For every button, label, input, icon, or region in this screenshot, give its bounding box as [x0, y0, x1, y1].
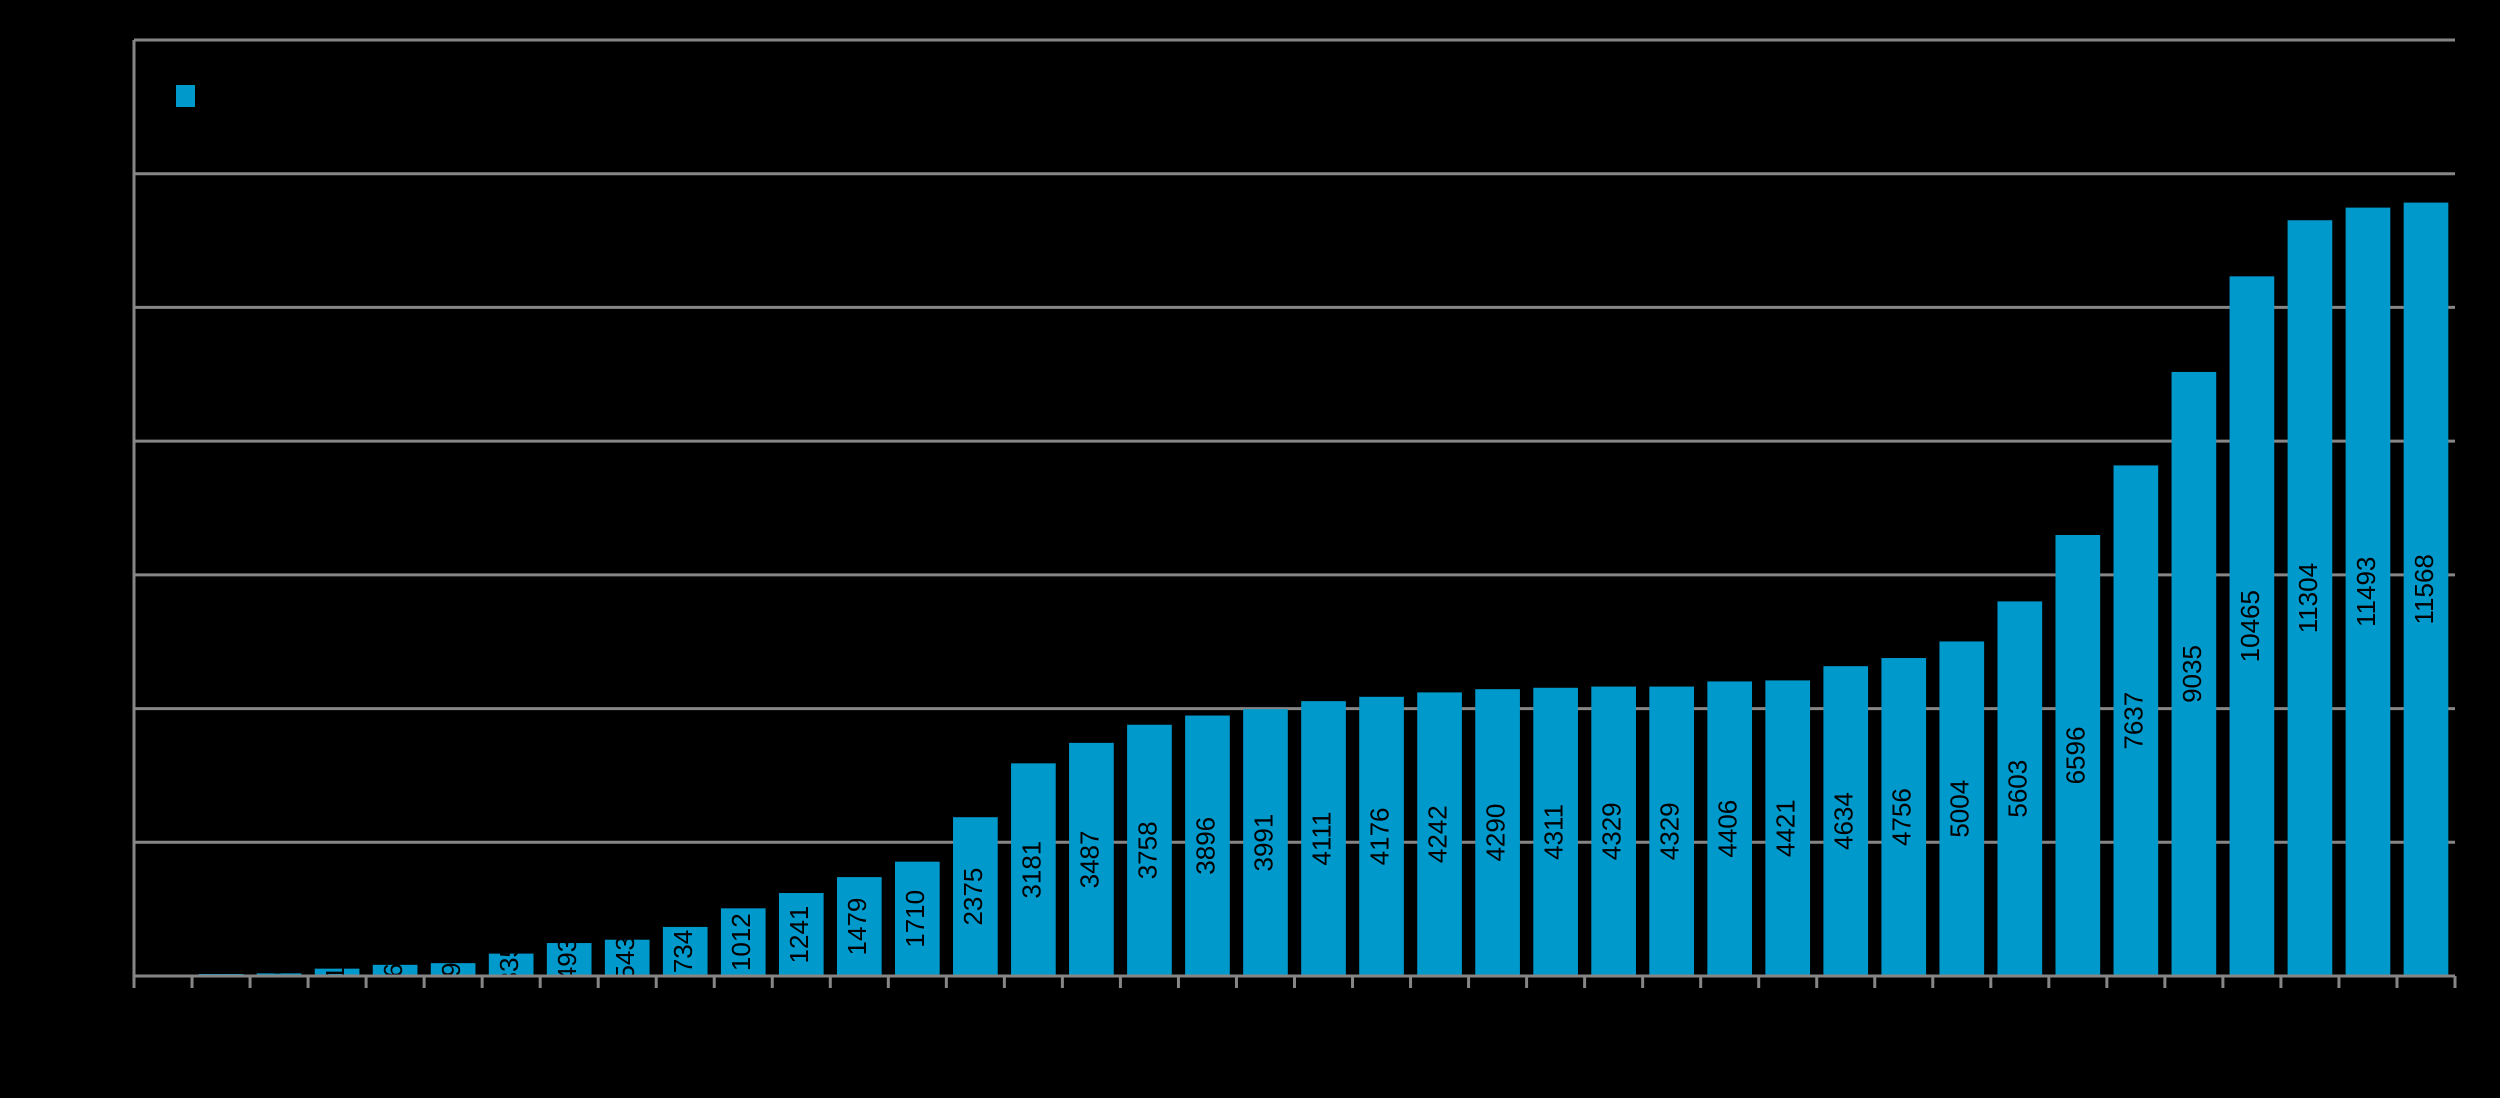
y-tick-label: 8000 [64, 424, 122, 454]
bar [2403, 202, 2449, 977]
value-label: 4756 [1887, 788, 1917, 846]
value-label: 3991 [1248, 814, 1278, 872]
bar [1939, 641, 1985, 976]
y-tick-label: 6000 [64, 558, 122, 588]
bar [953, 817, 998, 976]
value-label: 7637 [2119, 692, 2149, 750]
value-label: 4634 [1829, 792, 1859, 850]
y-tick-label: 14000 [50, 23, 122, 53]
value-label: 11568 [2409, 554, 2439, 624]
value-label: 4329 [1655, 802, 1685, 860]
bar [1533, 687, 1578, 976]
bar [2113, 465, 2159, 976]
value-label: 192 [436, 948, 466, 991]
bar [314, 968, 360, 976]
bar [2055, 535, 2101, 976]
value-label: 734 [668, 930, 698, 973]
value-label: 1012 [726, 913, 756, 971]
bar [1185, 715, 1230, 976]
bar [1765, 680, 1811, 976]
value-label: 4311 [1538, 804, 1568, 860]
bar [1127, 724, 1172, 976]
bar [836, 877, 882, 976]
bar [1881, 658, 1927, 976]
value-label: 11304 [2293, 563, 2323, 633]
bar [488, 953, 534, 976]
value-label: 3896 [1190, 817, 1220, 875]
value-label: 5603 [2003, 760, 2033, 818]
bar [778, 893, 824, 976]
value-label: 1710 [900, 890, 930, 948]
y-tick-label: 0 [108, 959, 122, 989]
bar [2345, 207, 2391, 977]
y-tick-label: 12000 [50, 157, 122, 187]
value-label: 110 [320, 952, 350, 993]
value-label: 4421 [1771, 799, 1801, 857]
bar [430, 963, 476, 976]
bar [1359, 696, 1404, 976]
value-label: 4406 [1713, 800, 1743, 858]
legend-swatch [176, 85, 195, 107]
bar [662, 926, 708, 976]
bar [2287, 220, 2333, 977]
value-label: 4242 [1422, 805, 1452, 863]
bar [1417, 692, 1462, 976]
y-tick-label: 2000 [64, 825, 122, 855]
value-label: 5004 [1945, 780, 1975, 838]
bar [546, 943, 592, 976]
bar [1301, 701, 1346, 976]
bar [1823, 666, 1869, 976]
bar [2171, 371, 2217, 977]
value-label: 1241 [784, 906, 814, 964]
value-label: 1479 [842, 898, 872, 956]
bar [372, 964, 418, 976]
bar [1475, 689, 1520, 976]
bar [1011, 763, 1056, 976]
value-label: 335 [494, 943, 524, 986]
value-label: 6596 [2061, 727, 2091, 785]
value-label: 3181 [1016, 841, 1046, 899]
value-label: 4290 [1480, 804, 1510, 862]
value-label: 11493 [2351, 557, 2381, 627]
bar [1591, 686, 1636, 976]
value-label: 4176 [1364, 807, 1394, 865]
bar [720, 908, 766, 976]
value-label: 9035 [2177, 645, 2207, 703]
bar [604, 939, 650, 976]
value-label: 543 [610, 936, 640, 979]
y-tick-label: 10000 [50, 290, 122, 320]
value-label: 10465 [2235, 590, 2265, 662]
bar [894, 861, 940, 976]
bar [1707, 681, 1753, 976]
bar [1997, 601, 2043, 976]
bar [1069, 742, 1114, 976]
value-label: 493 [552, 938, 582, 981]
bar [2229, 276, 2275, 977]
bar [1243, 709, 1288, 976]
value-label: 3758 [1132, 821, 1162, 879]
value-label: 167 [378, 949, 408, 992]
y-tick-label: 4000 [64, 691, 122, 721]
value-label: 4111 [1306, 812, 1336, 866]
value-label: 2375 [958, 868, 988, 926]
value-label: 3487 [1074, 831, 1104, 889]
value-label: 4329 [1597, 802, 1627, 860]
bar [1649, 686, 1695, 976]
